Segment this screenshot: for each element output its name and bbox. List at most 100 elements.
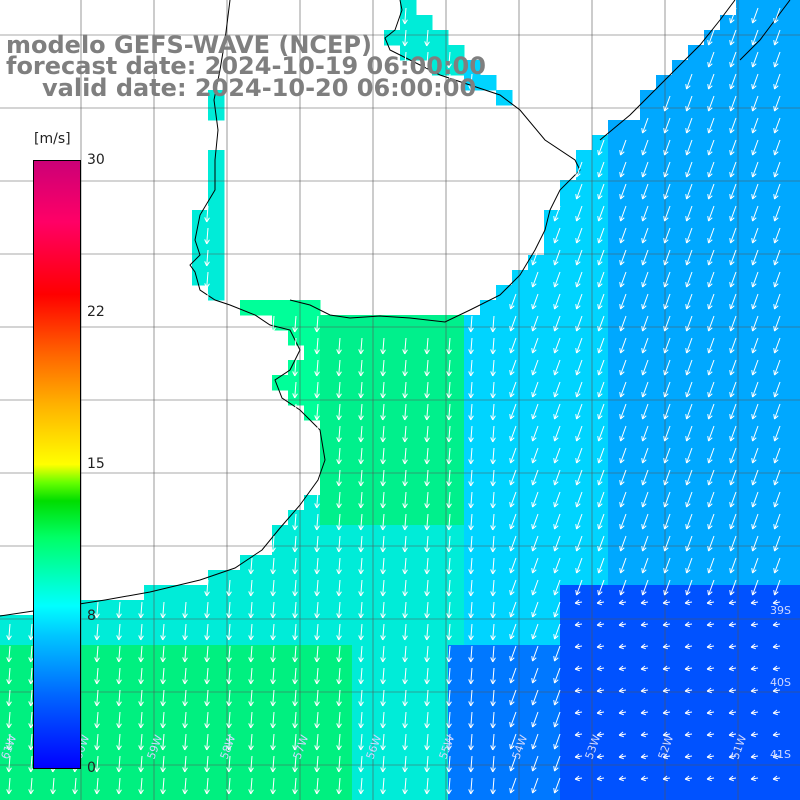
speed-cell: [224, 615, 241, 631]
wind-arrow: [619, 271, 627, 288]
speed-cell: [304, 405, 321, 421]
speed-cell: [224, 660, 241, 676]
speed-cell: [464, 495, 481, 511]
speed-cell: [784, 585, 800, 601]
speed-cell: [768, 315, 785, 331]
speed-cell: [416, 585, 433, 601]
speed-cell: [384, 480, 401, 496]
wind-arrow: [468, 557, 474, 575]
speed-cell: [16, 750, 33, 766]
wind-arrow: [402, 469, 408, 487]
speed-cell: [384, 645, 401, 661]
wind-arrow: [270, 557, 276, 575]
wind-arrow: [750, 621, 759, 628]
speed-cell: [512, 270, 529, 286]
wind-arrow: [772, 643, 781, 650]
speed-cell: [416, 330, 433, 346]
speed-cell: [672, 660, 689, 676]
speed-cell: [112, 660, 129, 676]
wind-arrow: [729, 73, 737, 90]
wind-arrow: [531, 667, 539, 684]
speed-cell: [784, 450, 800, 466]
wind-arrow: [619, 249, 627, 266]
wind-arrow: [358, 513, 364, 531]
wind-arrow: [509, 513, 517, 530]
speed-cell: [752, 675, 769, 691]
speed-cell: [672, 120, 689, 136]
speed-cell: [784, 210, 800, 226]
speed-cell: [240, 570, 257, 586]
speed-cell: [720, 780, 737, 796]
wind-arrow: [531, 315, 539, 332]
speed-cell: [768, 630, 785, 646]
speed-cell: [272, 600, 289, 616]
speed-cell: [640, 420, 657, 436]
wind-arrow: [707, 205, 715, 222]
speed-cell: [0, 780, 17, 796]
wind-arrow: [773, 249, 781, 266]
speed-cell: [608, 555, 625, 571]
speed-cell: [784, 705, 800, 721]
speed-cell: [448, 630, 465, 646]
speed-cell: [752, 705, 769, 721]
speed-cell: [240, 600, 257, 616]
wind-arrow: [509, 469, 517, 486]
wind-arrow: [446, 601, 452, 619]
wind-arrow: [618, 665, 627, 672]
wind-arrow: [729, 513, 737, 530]
wind-arrow: [729, 95, 737, 112]
speed-cell: [704, 135, 721, 151]
speed-cell: [608, 345, 625, 361]
speed-cell: [560, 690, 577, 706]
speed-cell: [240, 705, 257, 721]
speed-cell: [672, 270, 689, 286]
speed-cell: [384, 30, 401, 46]
speed-cell: [448, 45, 465, 61]
speed-cell: [0, 735, 17, 751]
speed-cell: [704, 300, 721, 316]
speed-cell: [320, 360, 337, 376]
wind-arrow: [575, 161, 583, 178]
speed-cell: [224, 690, 241, 706]
wind-arrow: [270, 689, 276, 707]
speed-cell: [496, 420, 513, 436]
speed-cell: [304, 555, 321, 571]
wind-arrow: [729, 139, 737, 156]
speed-cell: [592, 720, 609, 736]
speed-cell: [768, 255, 785, 271]
wind-arrow: [380, 645, 386, 663]
speed-cell: [240, 615, 257, 631]
wind-arrow: [663, 205, 671, 222]
wind-arrow: [728, 731, 737, 738]
speed-cell: [640, 720, 657, 736]
wind-arrow: [446, 447, 452, 465]
wind-arrow: [575, 337, 583, 354]
speed-cell: [752, 165, 769, 181]
speed-cell: [16, 735, 33, 751]
speed-cell: [416, 360, 433, 376]
speed-cell: [368, 570, 385, 586]
wind-arrow: [336, 601, 342, 619]
speed-cell: [560, 345, 577, 361]
wind-arrow: [707, 513, 715, 530]
wind-arrow: [531, 711, 539, 728]
wind-arrow: [596, 599, 605, 606]
speed-cell: [640, 180, 657, 196]
wind-arrow: [138, 689, 144, 707]
speed-cell: [560, 600, 577, 616]
speed-cell: [416, 390, 433, 406]
wind-arrow: [270, 711, 276, 729]
speed-cell: [608, 630, 625, 646]
speed-cell: [752, 555, 769, 571]
speed-cell: [768, 75, 785, 91]
wind-arrow: [707, 491, 715, 508]
speed-cell: [688, 795, 705, 800]
wind-arrow: [685, 403, 693, 420]
speed-cell: [736, 60, 753, 76]
speed-cell: [352, 690, 369, 706]
wind-arrow: [490, 623, 496, 641]
speed-cell: [400, 15, 417, 31]
wind-arrow: [468, 579, 474, 597]
speed-cell: [128, 660, 145, 676]
speed-cell: [480, 750, 497, 766]
